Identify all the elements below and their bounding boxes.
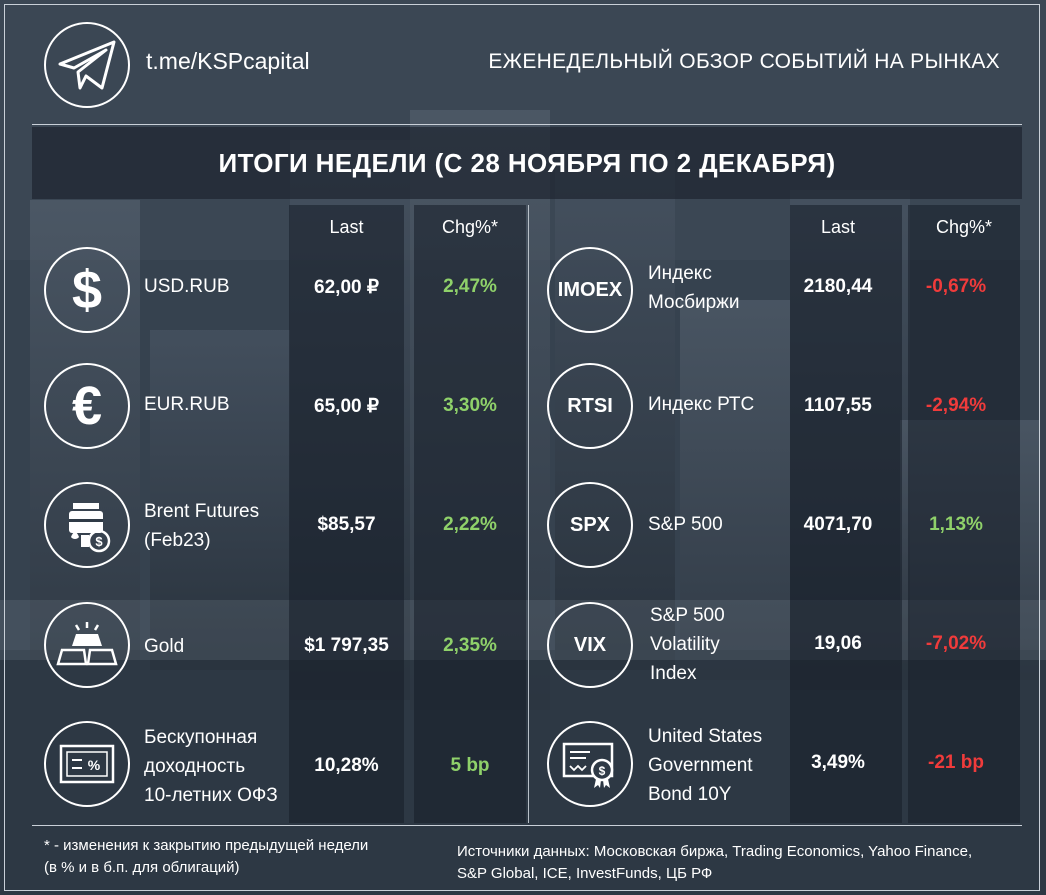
sources-line: S&P Global, ICE, InvestFunds, ЦБ РФ [457, 865, 713, 882]
instrument-name: Gold [144, 632, 184, 661]
change-value: -21 bp [928, 752, 984, 773]
bond-certificate-icon: % [44, 721, 130, 807]
instrument-name: United States Government Bond 10Y [648, 722, 762, 809]
vix-badge-icon: VIX [547, 602, 633, 688]
rtsi-badge-icon: RTSI [547, 363, 633, 449]
instrument-name-line: Volatility [650, 634, 720, 655]
channel-handle[interactable]: t.me/KSPcapital [146, 48, 310, 74]
last-value: 2180,44 [803, 276, 873, 297]
instrument-name-line: S&P 500 [648, 514, 723, 535]
instrument-name-line: Government [648, 755, 753, 776]
right-last-header: Last [820, 217, 856, 237]
divider-top [32, 124, 1022, 125]
left-chg-header: Chg%* [441, 217, 499, 237]
left-chg-column-band [414, 205, 526, 823]
change-value: -0,67% [925, 276, 987, 297]
instrument-name-line: Индекс [648, 263, 712, 284]
certificate-icon: $ [547, 721, 633, 807]
index-badge-text: RTSI [567, 394, 613, 417]
instrument-name: S&P 500 Volatility Index [650, 601, 725, 688]
instrument-name-line: Мосбиржи [648, 292, 740, 313]
euro-icon: € [44, 363, 130, 449]
instrument-name: Индекс Мосбиржи [648, 259, 740, 317]
instrument-name-line: Gold [144, 636, 185, 657]
instrument-name-line: EUR.RUB [144, 394, 230, 415]
index-badge-text: VIX [573, 633, 607, 656]
change-value: -2,94% [925, 395, 987, 416]
last-value: $85,57 [317, 514, 376, 535]
instrument-name-line: USD.RUB [144, 276, 230, 297]
change-value: 2,22% [443, 514, 497, 535]
right-chg-header: Chg%* [935, 217, 993, 237]
column-divider [528, 205, 529, 823]
right-chg-column-band [908, 205, 1020, 823]
gold-bar-icon [44, 602, 130, 688]
last-value: 4071,70 [803, 514, 873, 535]
index-badge-text: SPX [569, 513, 611, 536]
change-value: 2,35% [443, 635, 497, 656]
svg-text:%: % [88, 757, 101, 773]
change-value: 2,47% [443, 276, 497, 297]
instrument-name-line: доходность [144, 756, 246, 777]
last-value: 19,06 [814, 633, 862, 654]
header-title: ЕЖЕНЕДЕЛЬНЫЙ ОБЗОР СОБЫТИЙ НА РЫНКАХ [488, 50, 1000, 73]
bond-certificate-glyph: % [59, 744, 115, 784]
data-sources: Источники данных: Московская биржа, Trad… [457, 841, 972, 885]
instrument-name: USD.RUB [144, 272, 230, 301]
footnote: * - изменения к закрытию предыдущей неде… [44, 835, 368, 879]
footnote-line: (в % и в б.п. для облигаций) [44, 859, 240, 876]
oil-barrel-glyph: $ [69, 503, 111, 553]
last-value: 62,00 ₽ [314, 277, 379, 298]
paper-plane-icon [58, 40, 116, 90]
divider-bottom [32, 825, 1022, 826]
change-value: -7,02% [925, 633, 987, 654]
sources-line: Источники данных: Московская биржа, Trad… [457, 843, 973, 860]
last-value: 1107,55 [804, 395, 872, 416]
change-value: 5 bp [450, 755, 490, 776]
last-value: 10,28% [314, 755, 379, 776]
instrument-name-line: Индекс РТС [648, 394, 755, 415]
certificate-glyph: $ [562, 742, 614, 788]
instrument-name-line: United States [648, 726, 763, 747]
index-badge-text: IMOEX [557, 278, 623, 301]
left-last-column-band [289, 205, 404, 823]
instrument-name: Бескупонная доходность 10-летних ОФЗ [144, 723, 278, 810]
left-last-header: Last [329, 217, 364, 237]
oil-barrel-icon: $ [44, 482, 130, 568]
change-value: 1,13% [929, 514, 983, 535]
instrument-name-line: 10-летних ОФЗ [144, 785, 278, 806]
last-value: 3,49% [811, 752, 865, 773]
instrument-name: Brent Futures (Feb23) [144, 497, 259, 555]
imoex-badge-icon: IMOEX [547, 247, 633, 333]
change-value: 3,30% [443, 395, 497, 416]
last-value: 65,00 ₽ [314, 396, 379, 417]
last-value: $1 797,35 [304, 635, 389, 656]
svg-text:$: $ [95, 534, 103, 549]
right-last-column-band [790, 205, 902, 823]
spx-badge-icon: SPX [547, 482, 633, 568]
title-band [32, 127, 1022, 199]
instrument-name-line: Index [650, 663, 697, 684]
instrument-name-line: Brent Futures [144, 501, 260, 522]
svg-text:$: $ [599, 764, 606, 778]
telegram-logo [44, 22, 130, 108]
instrument-name: EUR.RUB [144, 390, 230, 419]
week-title: ИТОГИ НЕДЕЛИ (С 28 НОЯБРЯ ПО 2 ДЕКАБРЯ) [218, 148, 836, 178]
instrument-name: Индекс РТС [648, 390, 754, 419]
instrument-name-line: Бескупонная [144, 727, 258, 748]
instrument-name-line: (Feb23) [144, 530, 211, 551]
gold-bar-glyph [56, 622, 118, 666]
dollar-icon: $ [44, 247, 130, 333]
footnote-line: * - изменения к закрытию предыдущей неде… [44, 837, 369, 854]
instrument-name-line: Bond 10Y [648, 784, 732, 805]
instrument-name: S&P 500 [648, 510, 723, 539]
instrument-name-line: S&P 500 [650, 605, 725, 626]
